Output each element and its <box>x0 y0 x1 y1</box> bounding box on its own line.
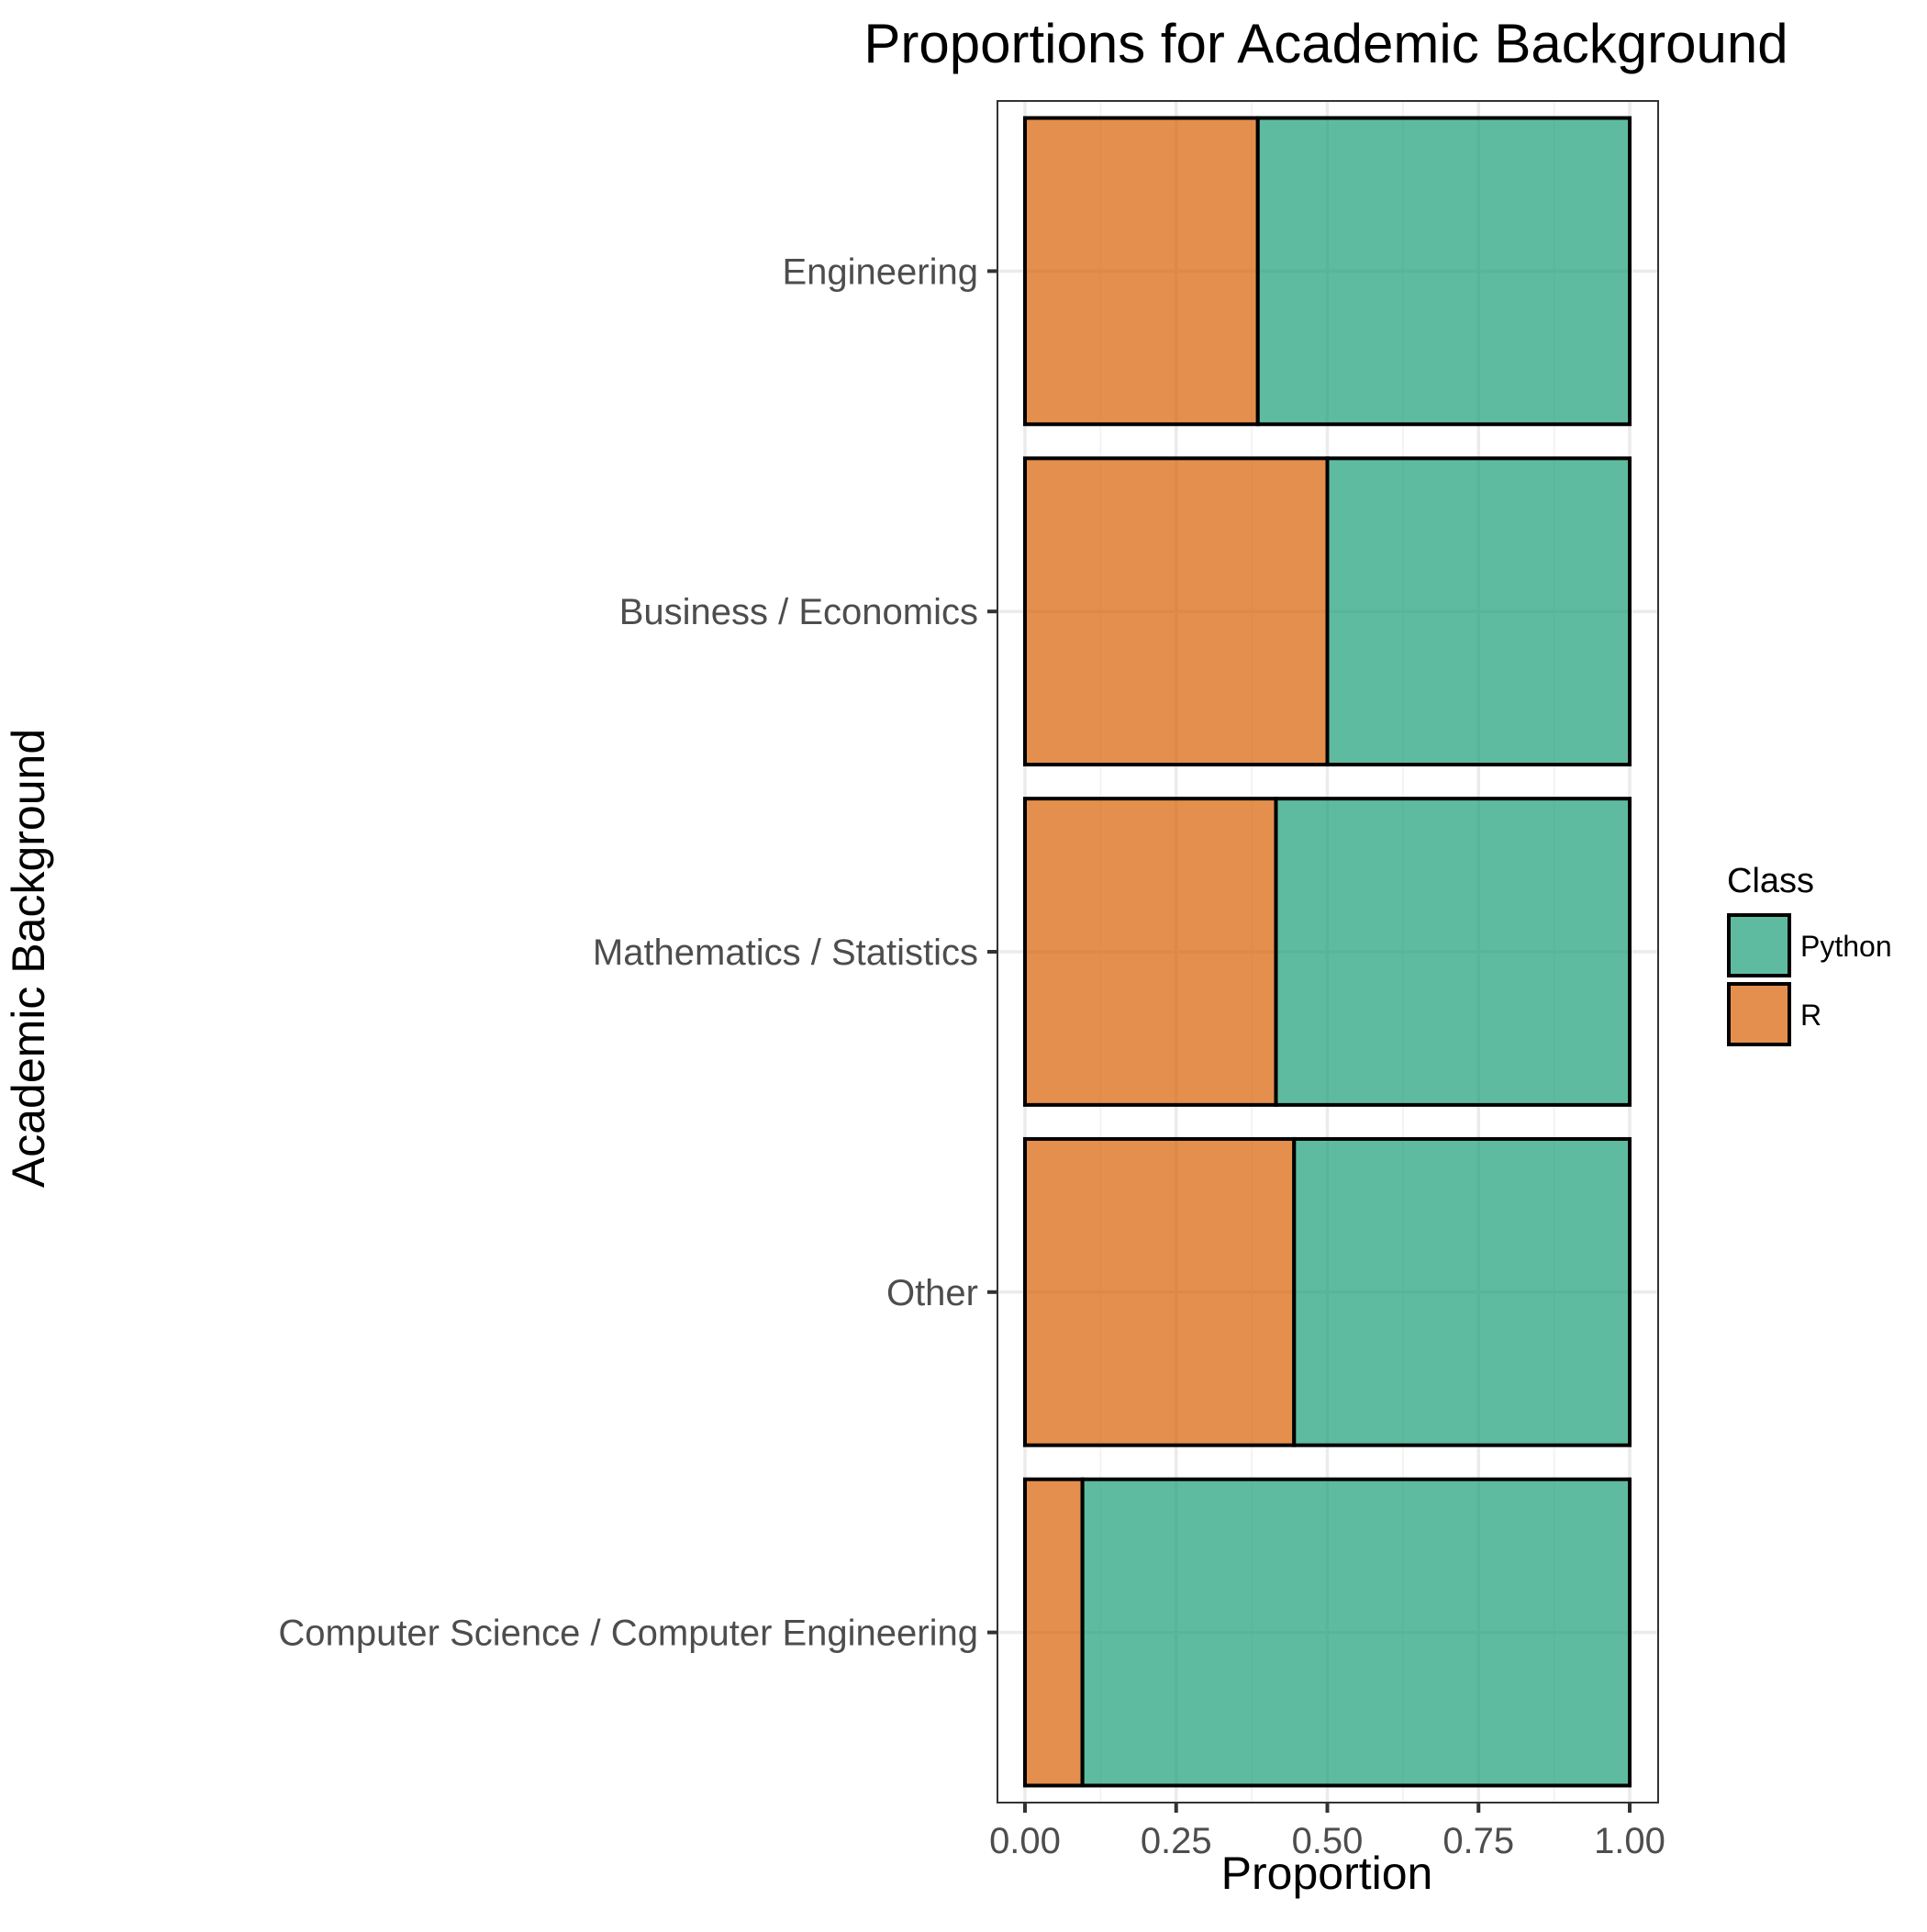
y-axis: Engineering Business / Economics Mathemati… <box>278 251 997 1654</box>
y-tick-label: Computer Science / Computer Engineering <box>278 1614 978 1654</box>
bar-python: Computer Science / Computer Engineering … <box>1080 1477 1632 1788</box>
x-axis: 0.00 0.25 0.50 0.75 1.00 <box>989 1803 1665 1861</box>
bar-r: Other — R: 0.445 <box>1023 1136 1297 1447</box>
bar-python: Engineering — Python: 0.615 <box>1255 116 1632 427</box>
x-axis-title: Proportion <box>1221 1848 1433 1899</box>
x-tick-label: 1.00 <box>1594 1821 1665 1861</box>
y-tick-label: Mathematics / Statistics <box>593 932 978 973</box>
bars: Engineering — R: 0.385Engineering — Pyth… <box>1023 116 1632 1788</box>
bar-python: Business / Economics — Python: 0.5 <box>1325 456 1632 767</box>
y-axis-title: Academic Background <box>3 729 54 1188</box>
x-tick-label: 0.50 <box>1292 1821 1364 1861</box>
legend-key-python <box>1727 913 1791 977</box>
y-tick-label: Engineering <box>783 251 979 292</box>
legend-label-python: Python <box>1800 930 1892 963</box>
bar-r: Mathematics / Statistics — R: 0.415 <box>1023 797 1278 1107</box>
x-tick-label: 0.00 <box>989 1821 1061 1861</box>
legend: Class Python R <box>1727 862 1892 1046</box>
x-tick-label: 0.25 <box>1141 1821 1212 1861</box>
bar-r: Computer Science / Computer Engineering … <box>1023 1477 1085 1788</box>
y-tick-label: Other <box>886 1273 978 1313</box>
x-tick-label: 0.75 <box>1442 1821 1514 1861</box>
bar-r: Business / Economics — R: 0.5 <box>1023 456 1330 767</box>
legend-key-r <box>1727 982 1791 1046</box>
bar-python: Other — Python: 0.555 <box>1292 1136 1632 1447</box>
bar-r: Engineering — R: 0.385 <box>1023 116 1260 427</box>
y-tick-label: Business / Economics <box>619 592 978 632</box>
legend-title: Class <box>1727 862 1814 900</box>
bar-python: Mathematics / Statistics — Python: 0.585 <box>1274 797 1632 1107</box>
legend-label-r: R <box>1800 999 1821 1032</box>
chart-title: Proportions for Academic Background <box>863 13 1788 74</box>
